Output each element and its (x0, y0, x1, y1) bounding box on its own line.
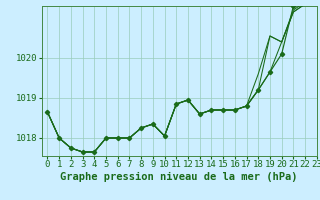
X-axis label: Graphe pression niveau de la mer (hPa): Graphe pression niveau de la mer (hPa) (60, 172, 298, 182)
